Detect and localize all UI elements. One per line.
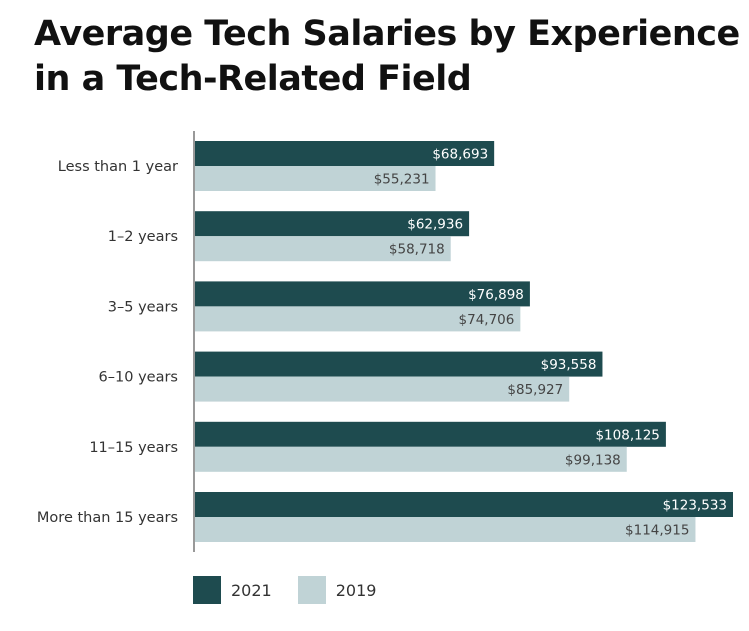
data-label-2021-0: $68,693 bbox=[432, 147, 488, 163]
data-label-2019-2: $74,706 bbox=[459, 312, 515, 328]
bar-2019-4 bbox=[195, 446, 627, 472]
bar-2019-5 bbox=[195, 517, 696, 542]
category-label-0: Less than 1 year bbox=[58, 159, 178, 175]
data-label-2019-0: $55,231 bbox=[374, 172, 430, 188]
data-label-2021-2: $76,898 bbox=[468, 287, 524, 303]
data-label-2019-3: $85,927 bbox=[507, 382, 563, 398]
legend-swatch-2019 bbox=[297, 576, 326, 604]
bar-2019-1 bbox=[195, 236, 451, 262]
bar-2019-3 bbox=[195, 376, 570, 402]
legend-swatch-2021 bbox=[193, 576, 221, 604]
bar-2021-0 bbox=[195, 141, 495, 166]
legend-label-2021: 2021 bbox=[231, 580, 272, 600]
bar-2021-2 bbox=[195, 281, 530, 307]
category-labels: Less than 1 year 1–2 years 3–5 years 6–10 y… bbox=[37, 159, 178, 526]
bar-2021-5 bbox=[195, 492, 733, 517]
category-label-1: 1–2 years bbox=[108, 229, 178, 245]
legend-item-2019: 2019 bbox=[297, 576, 377, 604]
bar-2021-4 bbox=[195, 421, 666, 447]
bar-2019-0 bbox=[195, 166, 436, 191]
data-label-2019-4: $99,138 bbox=[565, 452, 621, 468]
legend-item-2021: 2021 bbox=[193, 576, 272, 604]
data-label-2021-1: $62,936 bbox=[407, 217, 463, 233]
bar-2021-1 bbox=[195, 211, 470, 237]
category-label-2: 3–5 years bbox=[108, 299, 178, 315]
data-label-2021-5: $123,533 bbox=[663, 498, 727, 514]
data-label-2019-1: $58,718 bbox=[389, 242, 445, 258]
legend: 2021 2019 bbox=[193, 576, 402, 604]
chart-title: Average Tech Salaries by Experience in a… bbox=[34, 14, 740, 99]
bar-2021-3 bbox=[195, 351, 603, 377]
category-label-5: More than 15 years bbox=[37, 510, 178, 526]
bar-chart: $68,693$55,231 $62,936 $58,718 $76,898 $74,7… bbox=[37, 131, 733, 552]
chart-bars: $68,693$55,231 $62,936 $58,718 $76,898 $74,7… bbox=[195, 141, 733, 542]
bar-2019-2 bbox=[195, 306, 521, 332]
legend-label-2019: 2019 bbox=[335, 580, 377, 600]
data-label-2021-4: $108,125 bbox=[595, 427, 659, 443]
category-label-4: 11–15 years bbox=[89, 440, 178, 456]
data-label-2021-3: $93,558 bbox=[541, 357, 597, 373]
data-label-2019-5: $114,915 bbox=[625, 523, 689, 539]
category-label-3: 6–10 years bbox=[99, 370, 178, 386]
